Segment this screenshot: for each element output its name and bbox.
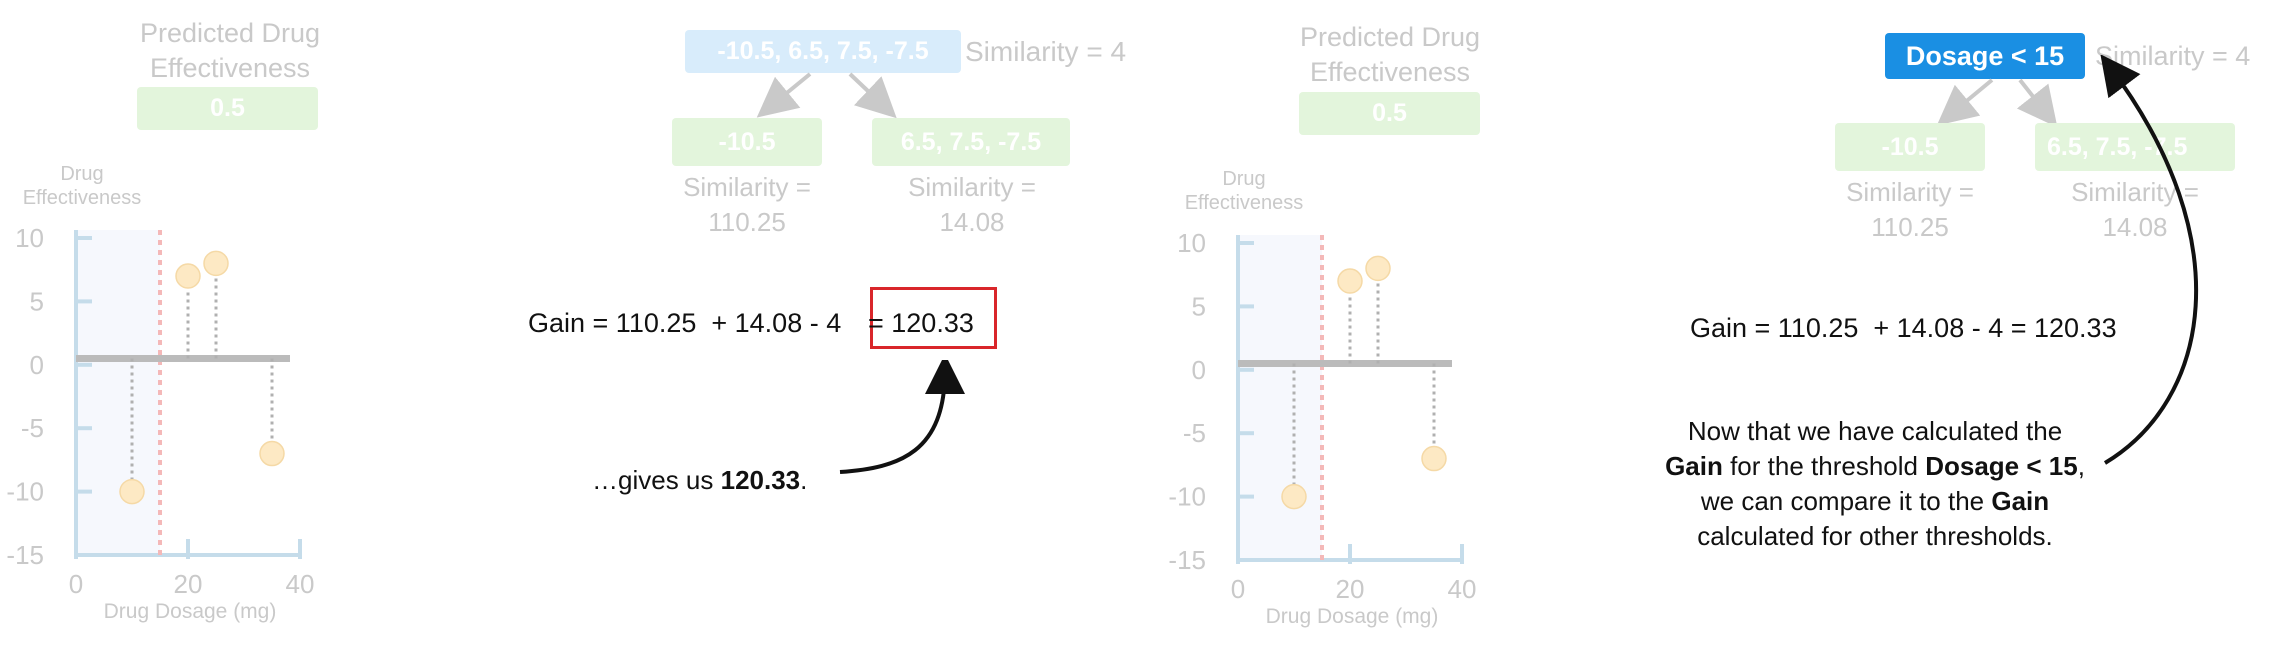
panel2-right-sim-line1: Similarity =	[908, 172, 1036, 202]
panel4-gain-equation: Gain = 110.25 + 14.08 - 4 = 120.33	[1690, 313, 2117, 343]
panel4-msg-text: for the threshold	[1722, 451, 1926, 481]
panel1-chart-data-point	[259, 440, 285, 467]
panel3-chart-y-tick-label: -10	[1168, 482, 1206, 512]
panel1-chart-y-tick-label: 0	[30, 350, 44, 380]
panel3-chart-data-point	[1281, 483, 1307, 510]
panel1-chart-data-point	[203, 250, 229, 277]
panel4-right-arrow	[2016, 78, 2058, 128]
panel4-left-leaf: -10.5	[1835, 123, 1985, 171]
panel3-chart-x-tick-label: 40	[1448, 574, 1477, 604]
panel1-chart-xlabel: Drug Dosage (mg)	[104, 600, 277, 623]
panel3-prediction-box: 0.5	[1299, 92, 1480, 135]
panel4-left-sim-line1: Similarity =	[1846, 177, 1974, 207]
panel3-chart-y-tick-label: -5	[1183, 418, 1206, 448]
panel4-msg-line4: calculated for other thresholds.	[1697, 521, 2053, 551]
panel1-title-line2: Effectiveness	[149, 53, 311, 83]
panel4-msg-gain-bold: Gain	[1665, 451, 1723, 481]
panel1-chart-ylabel-line2: Effectiveness	[23, 187, 142, 209]
panel4-right-similarity: Similarity = 14.08	[2035, 175, 2235, 245]
panel3-chart-x-tick-label: 20	[1336, 574, 1365, 604]
panel1-title-line1: Predicted Drug	[139, 18, 321, 48]
panel1-chart-ylabel-line1: Drug	[60, 163, 103, 185]
panel4-left-arrow	[1936, 78, 1994, 126]
panel2-right-similarity: Similarity = 14.08	[872, 170, 1072, 240]
panel4-left-similarity: Similarity = 110.25	[1810, 175, 2010, 245]
panel2-left-sim-line2: 110.25	[708, 207, 786, 237]
panel4-msg-gain-bold-2: Gain	[1991, 486, 2050, 516]
panel3-chart-data-point	[1365, 255, 1391, 282]
panel4-branch-arrows	[1936, 78, 2058, 128]
panel1-chart-data-point	[119, 478, 145, 505]
panel4-callout-arrow	[2100, 55, 2199, 465]
panel4-right-leaf: 6.5, 7.5, -7.5	[2035, 123, 2235, 171]
panel4-msg-line1: Now that we have calculated the	[1687, 416, 2063, 446]
panel3-chart-data-point	[1421, 445, 1447, 472]
panel2-left-sim-line1: Similarity =	[683, 172, 811, 202]
panel4-root-node: Dosage < 15	[1885, 33, 2085, 79]
panel2-root-similarity: Similarity = 4	[965, 36, 1127, 67]
panel4-msg-compare-text: we can compare it to the	[1700, 486, 1992, 516]
panel3-chart-data-point	[1337, 268, 1363, 294]
panel2-gain-result: = 120.33	[868, 308, 974, 338]
panel4-message: Now that we have calculated the Gain for…	[1600, 414, 2150, 554]
panel2-right-leaf: 6.5, 7.5, -7.5	[872, 118, 1070, 166]
panel3-chart-xlabel: Drug Dosage (mg)	[1266, 605, 1439, 628]
panel1-chart-y-tick-label: -10	[6, 477, 44, 507]
panel2-root-node: -10.5, 6.5, 7.5, -7.5	[685, 30, 961, 73]
panel1-chart-y-tick-label: 5	[30, 286, 44, 316]
panel2-gain-equation: Gain = 110.25 + 14.08 - 4	[528, 308, 842, 338]
panel1-chart-x-tick-label: 20	[174, 569, 203, 599]
panel1-title: Predicted Drug Effectiveness	[105, 16, 355, 86]
panel2-callout-prefix: …gives us	[592, 465, 721, 495]
panel2-branch-arrows	[756, 72, 897, 119]
panel2-left-arrow	[756, 72, 812, 118]
panel2-callout-suffix: .	[800, 465, 808, 495]
panel3-chart-threshold-region	[1238, 235, 1322, 560]
panel3-title-line1: Predicted Drug	[1299, 22, 1481, 52]
panel2-gain-highlight-box	[870, 287, 997, 349]
panel2-right-sim-line2: 14.08	[939, 207, 1005, 237]
panel2-callout-arrow	[839, 360, 965, 474]
panel2-callout-text: …gives us 120.33.	[592, 465, 807, 496]
panel4-msg-threshold-bold: Dosage < 15	[1925, 451, 2078, 481]
panel4-msg-comma: ,	[2077, 451, 2085, 481]
panel4-right-sim-line2: 14.08	[2102, 212, 2168, 242]
panel2-left-leaf: -10.5	[672, 118, 822, 166]
panel1-chart-y-tick-label: -15	[6, 540, 44, 570]
panel1-chart-threshold-region	[76, 230, 160, 555]
panel1-chart-x-tick-label: 40	[286, 569, 315, 599]
panel1-chart-x-tick-label: 0	[69, 569, 83, 599]
panel2-callout-value: 120.33	[720, 465, 801, 495]
panel3-chart-y-tick-label: 5	[1192, 291, 1206, 321]
panel3-chart-ylabel-line1: Drug	[1222, 168, 1265, 190]
panel4-msg-line2: Gain for the threshold Dosage < 15,	[1600, 449, 2150, 484]
panel1-prediction-box: 0.5	[137, 87, 318, 130]
panel3-chart-y-tick-label: 0	[1192, 355, 1206, 385]
panel3-title: Predicted Drug Effectiveness	[1265, 20, 1515, 90]
panel1-chart-data-point	[175, 263, 201, 289]
panel3-chart-ylabel-line2: Effectiveness	[1185, 192, 1304, 214]
panel3-chart-y-tick-label: 10	[1177, 228, 1206, 258]
panel4-msg-line3: we can compare it to the Gain	[1600, 484, 2150, 519]
panel1-chart-y-tick-label: -5	[21, 413, 44, 443]
panel1-chart-y-tick-label: 10	[15, 223, 44, 253]
panel3-chart-y-tick-label: -15	[1168, 545, 1206, 575]
panel2-right-arrow	[848, 72, 897, 119]
panel3-chart-x-tick-label: 0	[1231, 574, 1245, 604]
panel2-left-similarity: Similarity = 110.25	[647, 170, 847, 240]
panel4-left-sim-line2: 110.25	[1871, 212, 1949, 242]
panel3-title-line2: Effectiveness	[1309, 57, 1471, 87]
